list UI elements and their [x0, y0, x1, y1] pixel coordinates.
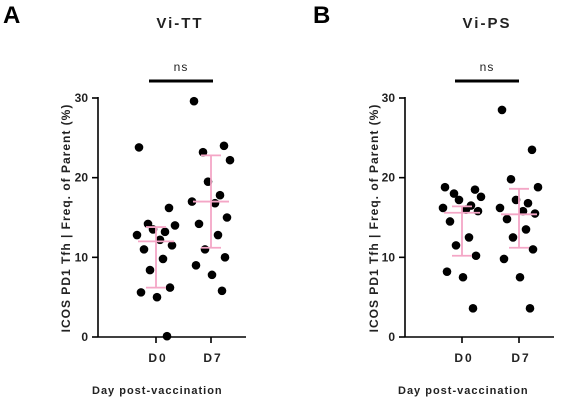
panel-a-data-point — [213, 230, 223, 240]
panel-b-data-point — [476, 192, 486, 202]
panel-a-data-point — [167, 241, 177, 250]
panel-a-data-point — [191, 261, 201, 270]
panel-b-y-axis-label: ICOS PD1 Tfh | Freq. of Parent (%) — [367, 104, 381, 333]
panel-a-data-point — [152, 292, 162, 302]
panel-b-data-point — [473, 206, 483, 216]
panel-b: B Vi-PS ICOS PD1 Tfh | Freq. of Parent (… — [313, 2, 554, 365]
panel-b-data-point — [497, 105, 507, 115]
panel-a-data-point — [145, 265, 155, 275]
panel-b-data-point — [440, 182, 450, 192]
panel-b-marks — [438, 105, 543, 313]
panel-b-data-point — [458, 272, 468, 282]
panel-a: A Vi-TT ICOS PD1 Tfh | Freq. of Parent (… — [3, 2, 246, 365]
panel-a-marks — [132, 96, 235, 341]
panel-a-data-point — [200, 245, 210, 254]
panel-a-data-point — [165, 283, 175, 292]
panel-a-data-point — [210, 198, 220, 208]
panel-a-x-tick-label: D7 — [203, 351, 222, 365]
panel-label-b: B — [313, 2, 330, 29]
panel-b-data-point — [451, 241, 461, 250]
panel-b-significance-label: ns — [480, 60, 495, 74]
panel-a-data-point — [187, 197, 197, 206]
panel-b-data-point — [523, 198, 533, 208]
panel-a-data-point — [164, 203, 174, 213]
panel-b-x-tick-label: D7 — [511, 351, 530, 365]
panel-b-data-point — [470, 185, 480, 194]
panel-a-y-tick-label: 20 — [75, 171, 89, 185]
panel-b-y-tick-label: 0 — [388, 330, 395, 344]
panel-a-x-tick-label: D0 — [148, 351, 167, 365]
panel-b-axes: 0 10 20 30 D0 D7 — [382, 91, 554, 365]
panel-a-y-tick-label: 10 — [75, 250, 89, 264]
panel-a-y-tick-label: 0 — [81, 330, 88, 344]
panel-a-data-point — [217, 286, 227, 296]
panel-a-data-point — [220, 253, 230, 262]
panel-b-y-tick-label: 20 — [382, 171, 396, 185]
panel-b-x-tick-label: D0 — [454, 351, 473, 365]
panel-a-data-point — [134, 143, 144, 152]
panel-b-data-point — [449, 189, 459, 198]
panel-a-data-point — [160, 227, 170, 237]
panel-b-y-tick-label: 10 — [382, 250, 396, 264]
panel-a-data-point — [194, 219, 204, 229]
panel-b-data-point — [438, 203, 448, 213]
panel-a-y-axis-label: ICOS PD1 Tfh | Freq. of Parent (%) — [59, 104, 73, 333]
panel-b-data-point — [518, 206, 528, 216]
panel-label-a: A — [3, 2, 20, 29]
panel-b-data-point — [445, 217, 455, 226]
panel-a-data-point — [225, 155, 235, 165]
panel-a-data-point — [143, 219, 153, 229]
panel-a-data-point — [198, 147, 208, 157]
panel-a-data-point — [136, 288, 146, 297]
panel-a-significance-label: ns — [174, 60, 189, 74]
panel-b-data-point — [533, 182, 543, 192]
panel-b-data-point — [527, 145, 537, 155]
panel-a-data-point — [219, 141, 229, 151]
panel-a-data-point — [139, 245, 149, 254]
x-axis-label-b: Day post-vaccination — [398, 385, 529, 397]
panel-b-data-point — [528, 245, 538, 254]
panel-b-data-point — [454, 195, 464, 205]
panel-a-data-point — [189, 96, 199, 106]
panel-b-y-tick-label: 30 — [382, 91, 396, 105]
panel-a-data-point — [162, 331, 172, 341]
panel-b-data-point — [502, 214, 512, 224]
panel-a-data-point — [158, 254, 168, 264]
panel-b-data-point — [508, 233, 518, 242]
panel-a-title: Vi-TT — [156, 15, 203, 32]
panel-a-data-point — [207, 270, 217, 280]
panel-a-data-point — [170, 221, 180, 230]
panel-a-data-point — [222, 213, 232, 222]
panel-b-data-point — [499, 254, 509, 264]
panel-a-axes: 0 10 20 30 D0 D7 — [75, 91, 246, 365]
panel-b-data-point — [495, 203, 505, 213]
panel-b-data-point — [464, 233, 474, 242]
panel-b-title: Vi-PS — [463, 15, 512, 32]
panel-b-data-point — [468, 304, 478, 313]
panel-b-data-point — [442, 267, 452, 276]
panel-b-data-point — [471, 251, 481, 261]
panel-b-data-point — [525, 304, 535, 313]
panel-b-data-point — [521, 225, 531, 234]
panel-a-data-point — [155, 235, 165, 245]
panel-b-data-point — [506, 174, 516, 184]
panel-a-y-tick-label: 30 — [75, 91, 89, 105]
panel-a-data-point — [215, 190, 225, 200]
panel-b-data-point — [461, 205, 471, 214]
panel-b-data-point — [515, 272, 525, 282]
x-axis-label-a: Day post-vaccination — [92, 385, 223, 397]
panel-a-data-point — [132, 230, 142, 240]
